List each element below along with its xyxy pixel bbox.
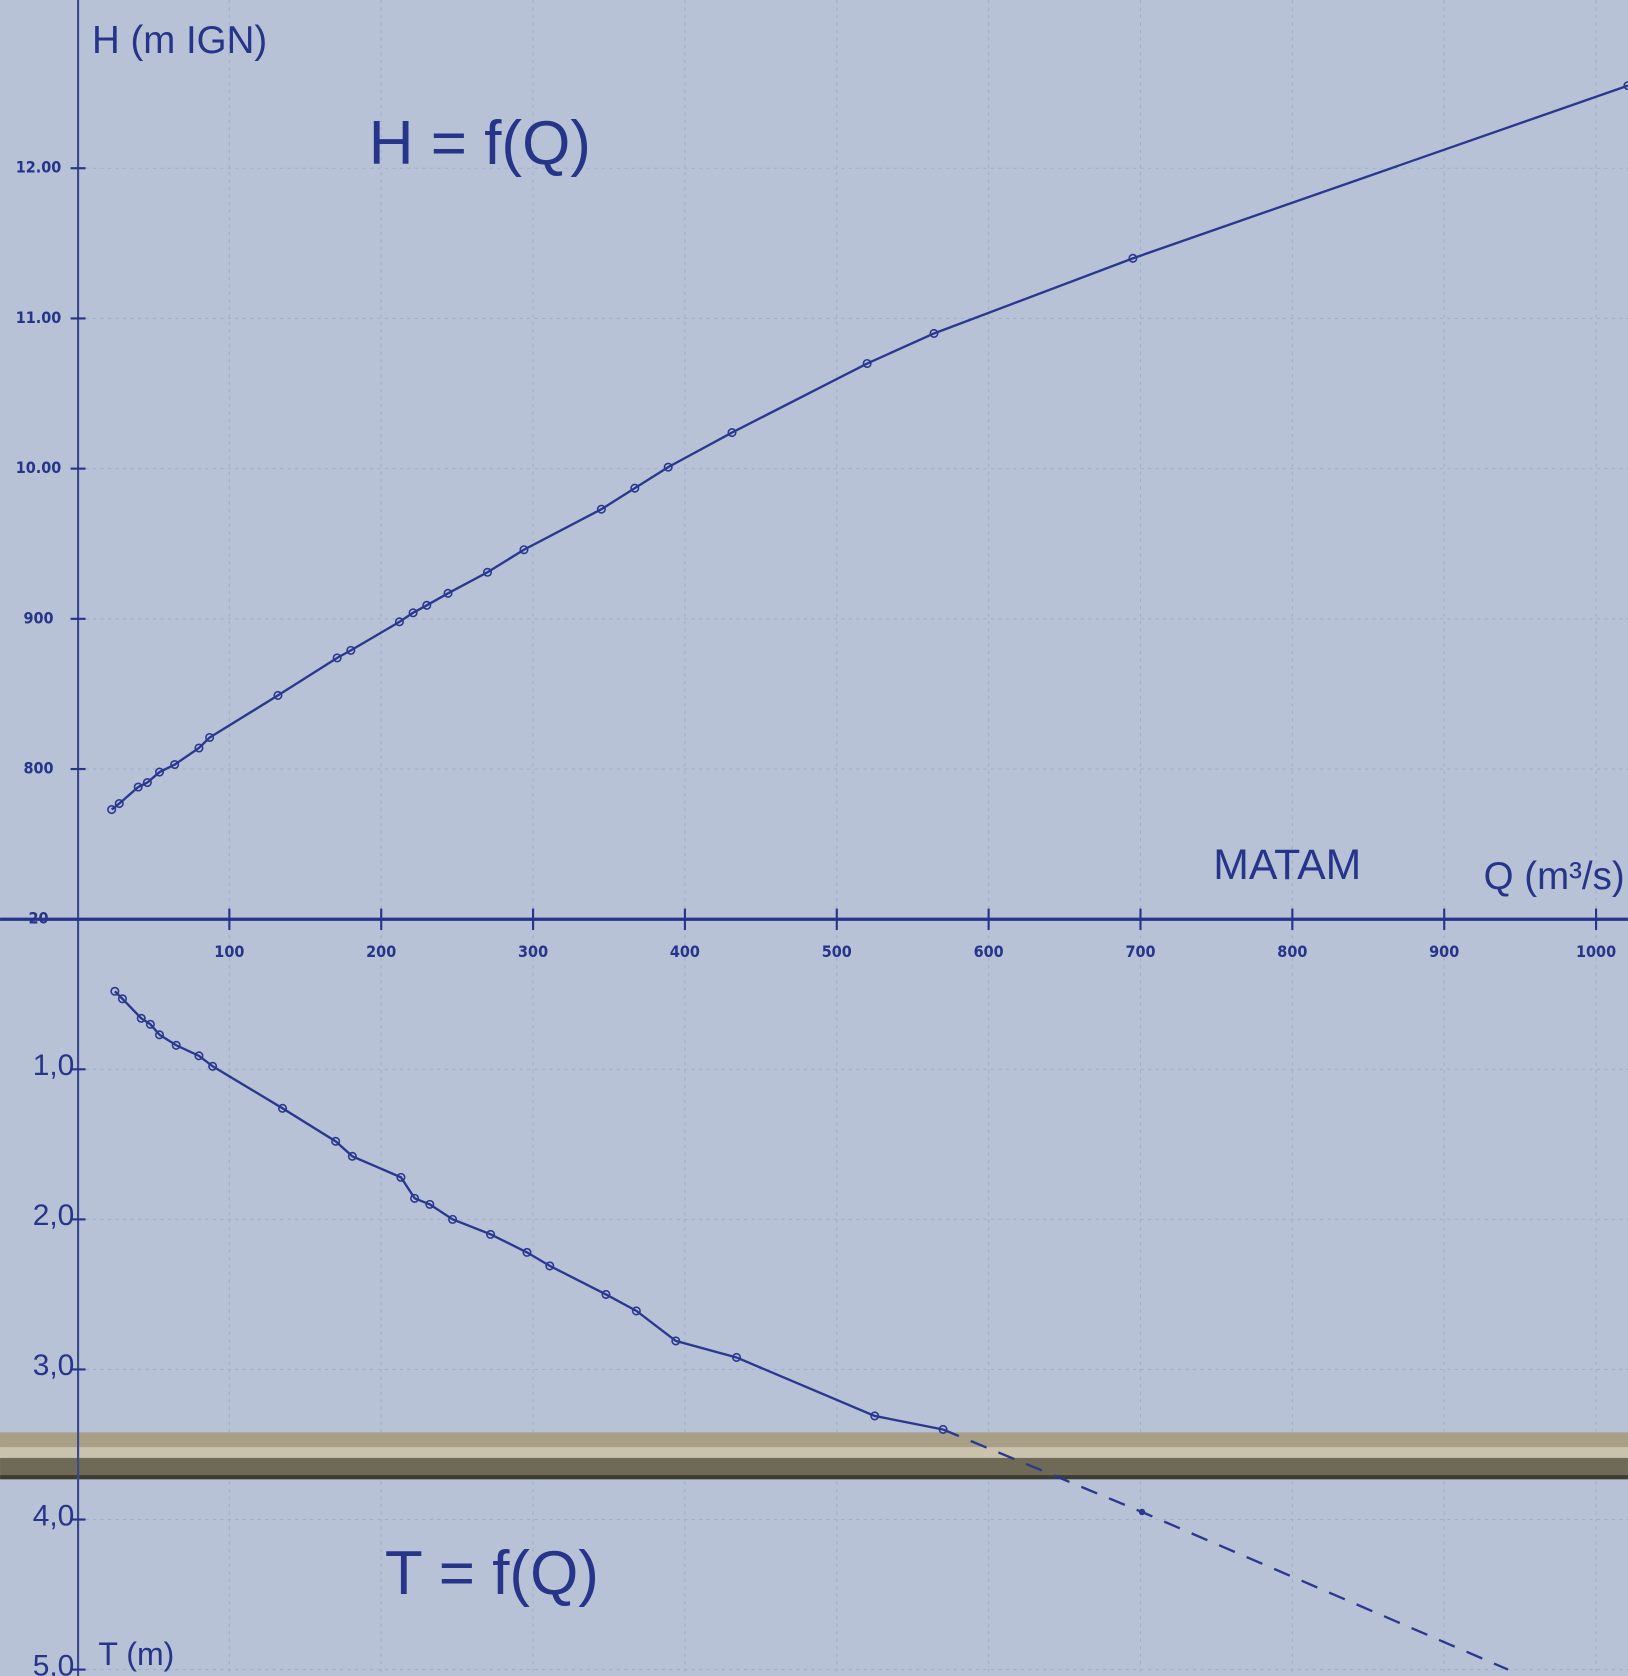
data-point	[331, 1136, 341, 1146]
data-point	[136, 1013, 146, 1023]
y-tick-label: 3,0	[33, 1349, 75, 1382]
data-point	[1138, 1508, 1146, 1516]
data-point	[396, 1172, 406, 1182]
y-tick-label: 4,0	[33, 1499, 75, 1532]
t-axis-label: T (m)	[98, 1636, 174, 1672]
y-axis-label: H (m IGN)	[92, 19, 267, 62]
series-line	[110, 84, 1628, 811]
data-point	[410, 1193, 420, 1203]
data-point	[671, 1336, 681, 1346]
data-point	[408, 608, 418, 618]
data-point	[443, 588, 453, 598]
data-point	[519, 545, 529, 555]
y-tick-label: 5,0	[33, 1649, 75, 1676]
x-tick-label: 200	[366, 942, 396, 961]
data-point	[870, 1411, 880, 1421]
top-title: H = f(Q)	[369, 109, 591, 178]
data-point	[727, 428, 737, 438]
x-tick-label: 900	[1429, 942, 1459, 961]
data-point	[332, 653, 342, 663]
plot: 20 800 900 10.00 11.00 12.00 100 200 300 400 500 60…	[16, 81, 1628, 1676]
data-point	[522, 1247, 532, 1257]
data-point	[277, 1103, 288, 1113]
data-point	[448, 1214, 458, 1224]
data-point	[171, 1040, 181, 1050]
data-point	[601, 1289, 611, 1299]
x-tick-label: 300	[518, 942, 548, 961]
data-point	[194, 743, 204, 753]
data-point	[422, 600, 432, 610]
data-point	[425, 1199, 435, 1209]
x-tick-label: 400	[670, 942, 700, 961]
data-point	[663, 462, 673, 472]
data-point	[732, 1352, 742, 1362]
data-point	[596, 504, 606, 514]
data-point	[154, 767, 165, 777]
bottom-title: T = f(Q)	[385, 1539, 599, 1608]
x-tick-label: 1000	[1576, 942, 1616, 961]
data-point	[117, 994, 127, 1004]
x-axis-label: Q (m³/s)	[1484, 855, 1625, 898]
y-tick-label: 12.00	[16, 158, 62, 177]
data-point	[205, 732, 215, 743]
data-point	[107, 805, 117, 815]
x-tick-label: 100	[214, 942, 244, 961]
data-point	[631, 1306, 641, 1316]
x-tick-label: 700	[1125, 942, 1155, 961]
data-point	[394, 617, 404, 627]
x-tick-label: 800	[1277, 942, 1307, 961]
y-tick-label: 1,0	[33, 1049, 75, 1082]
data-point	[194, 1051, 204, 1061]
ruler-band	[0, 1432, 1628, 1480]
data-point	[154, 1030, 165, 1040]
x-tick-label: 600	[974, 942, 1004, 961]
data-point	[170, 759, 180, 770]
annotation: MATAM	[1213, 841, 1361, 889]
data-point	[133, 782, 143, 792]
data-point	[486, 1229, 496, 1239]
data-point	[862, 358, 872, 369]
y-tick-label: 10.00	[16, 458, 62, 477]
x-tick-label: 500	[822, 942, 852, 961]
y-tick-label: 900	[23, 608, 53, 627]
data-point	[938, 1424, 948, 1435]
y-tick-label: 20	[28, 909, 48, 928]
data-point	[482, 567, 493, 577]
data-point	[145, 1019, 155, 1029]
data-point	[630, 483, 640, 493]
data-point	[110, 986, 120, 996]
data-point	[545, 1261, 555, 1271]
grid	[78, 0, 1628, 1676]
y-tick-label: 2,0	[33, 1199, 75, 1232]
data-point	[346, 645, 356, 655]
series-line	[114, 990, 944, 1431]
data-point	[1128, 253, 1138, 263]
data-point	[114, 799, 124, 809]
data-point	[142, 778, 152, 788]
y-tick-label: 11.00	[16, 308, 62, 327]
data-point	[273, 690, 283, 700]
data-point	[929, 328, 939, 338]
data-point	[208, 1061, 218, 1071]
data-point	[347, 1151, 357, 1161]
y-tick-label: 800	[23, 759, 53, 778]
